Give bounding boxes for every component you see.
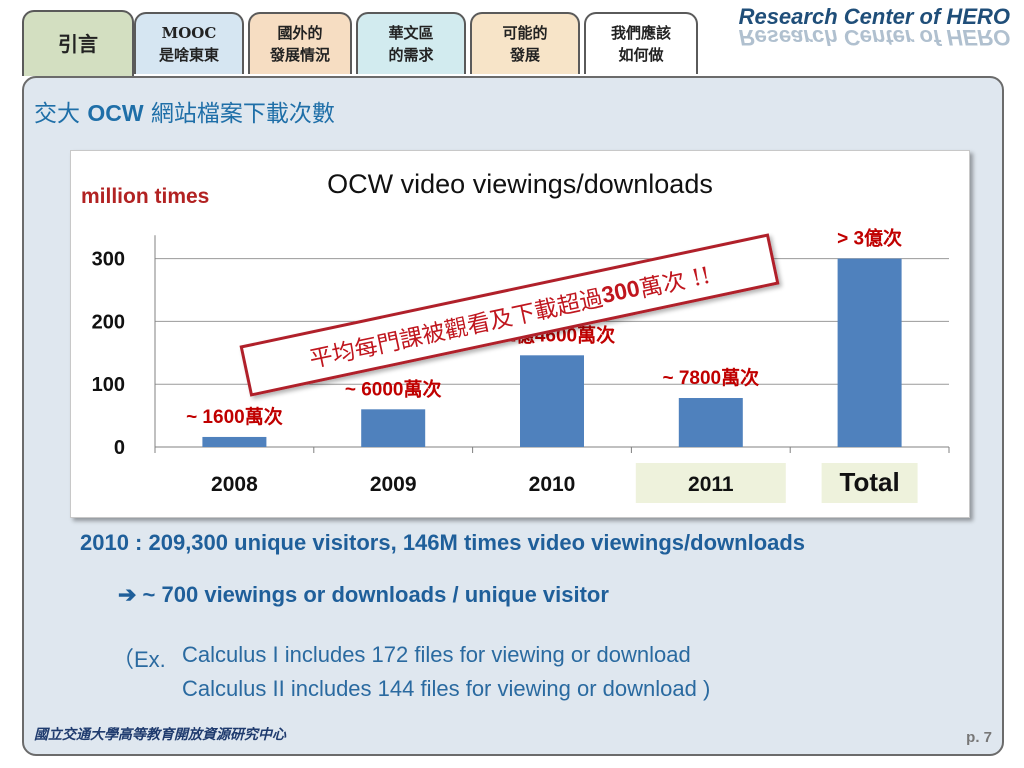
arrow-icon: ➔	[118, 582, 137, 607]
x-tick-label-total: Total	[840, 467, 900, 497]
y-tick-label-3: 300	[92, 249, 125, 271]
example-open: （Ex.	[112, 647, 166, 672]
data-label-2008: ~ 1600萬次	[186, 405, 283, 428]
ratio-text: ~ 700 viewings or downloads / unique vis…	[136, 582, 609, 607]
footer-institution: 國立交通大學高等教育開放資源研究中心	[34, 727, 286, 743]
stats-line: 2010 : 209,300 unique visitors, 146M tim…	[80, 530, 806, 555]
bar-2011	[678, 398, 743, 447]
content-panel: 交大 OCW 網站檔案下載次數 OCW video viewings/downl…	[22, 76, 1004, 756]
ratio-line: ➔ ~ 700 viewings or downloads / unique v…	[118, 582, 609, 608]
bar-chart: 0 100 200 300 2008 ~ 1600萬次 2009 ~ 6000萬次 2010 ~ …	[92, 227, 950, 503]
brand-title: Research Center of HERO	[738, 4, 1010, 29]
brand-reflection: Research Center of HERO	[738, 28, 1010, 50]
x-highlight-total	[821, 463, 918, 503]
x-highlight-2011	[635, 463, 786, 503]
example-line-2: Calculus II includes 144 files for viewi…	[182, 676, 711, 701]
page-number: p. 7	[966, 729, 992, 746]
page-title: 交大 OCW 網站檔案下載次數	[34, 94, 335, 128]
callout-number: 300	[599, 274, 642, 308]
page-title-ocw: OCW	[87, 100, 144, 126]
chart-container: OCW video viewings/downloads million tim…	[70, 150, 970, 518]
bar-2009	[361, 409, 426, 447]
bar-total	[837, 258, 902, 447]
tab-possible-development[interactable]: 可能的 發展	[470, 12, 580, 74]
example-line-1: Calculus I includes 172 files for viewin…	[182, 642, 691, 667]
y-tick-label-1: 100	[92, 374, 125, 396]
tab-mooc[interactable]: MOOC 是啥東東	[134, 12, 244, 74]
tab-what-to-do[interactable]: 我們應該 如何做	[584, 12, 698, 74]
y-tick-label-2: 200	[92, 311, 125, 333]
chart-title: OCW video viewings/downloads	[327, 169, 713, 199]
data-label-total: > 3億次	[837, 227, 902, 250]
callout-suffix: 萬次 !!	[637, 262, 713, 304]
data-label-2009: ~ 6000萬次	[345, 377, 442, 400]
x-tick-label-2008: 2008	[211, 473, 258, 496]
x-tick-label-2010: 2010	[529, 473, 576, 496]
bar-2010	[520, 355, 584, 447]
data-label-2011: ~ 7800萬次	[662, 366, 759, 389]
x-tick-label-2009: 2009	[370, 473, 417, 496]
x-tick-label-2011: 2011	[688, 473, 734, 496]
bar-2008	[202, 436, 267, 447]
page-title-prefix: 交大	[34, 101, 88, 127]
y-tick-label-0: 0	[114, 437, 125, 459]
tab-foreign-development[interactable]: 國外的 發展情況	[248, 12, 352, 74]
tab-chinese-demand[interactable]: 華文區 的需求	[356, 12, 466, 74]
y-axis-label: million times	[81, 185, 210, 208]
tab-intro[interactable]: 引言	[22, 10, 134, 76]
page-title-suffix: 網站檔案下載次數	[143, 101, 335, 127]
